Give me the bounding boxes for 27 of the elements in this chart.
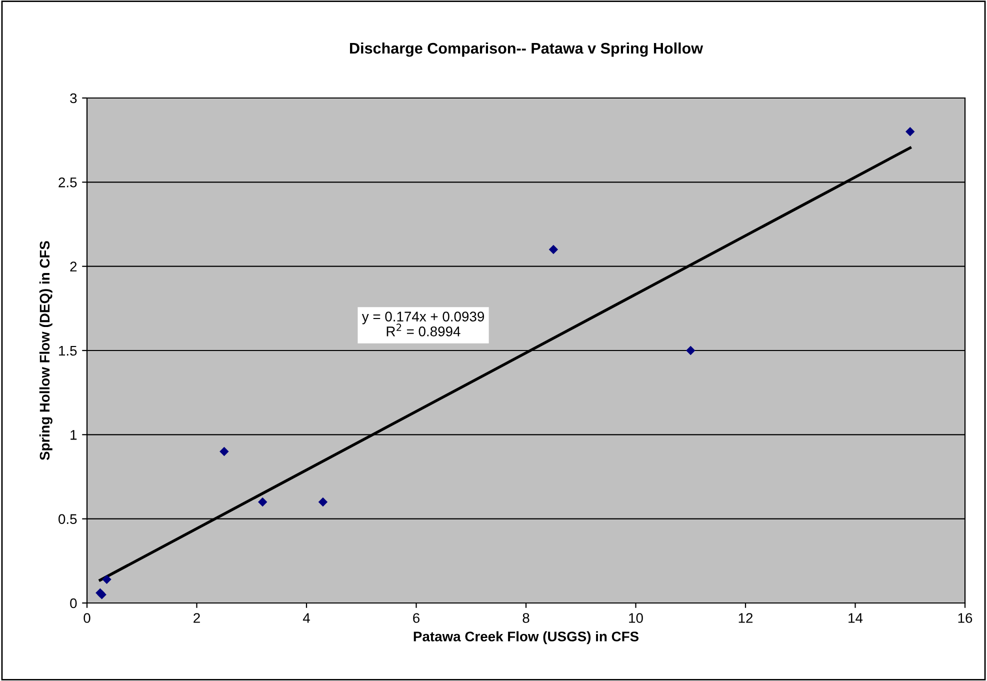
x-tick-label: 4 [302,613,310,623]
x-tick-label: 12 [738,613,753,623]
y-tick-label: 0 [70,598,77,608]
x-tick-label: 16 [958,613,972,623]
y-tick-label: 0.5 [58,514,77,524]
y-tick-label: 2 [70,262,77,272]
point [318,497,328,507]
x-tick-label: 8 [522,613,530,623]
point [258,497,268,507]
point [548,244,558,254]
x-tick-label: 2 [194,613,200,623]
x-tick-label: 6 [413,613,420,623]
y-tick-label: 1.5 [59,346,77,356]
y-tick-label: 3 [70,93,77,104]
x-tick-label: 0 [84,613,90,623]
y-tick-label: 2.5 [58,178,77,188]
point [220,446,229,456]
y-axis-title: Spring Hollow Flow (DEQ) in CFS [39,241,52,460]
x-axis-title: Patawa Creek Flow (USGS) in CFS [414,631,639,644]
chart-title: Discharge Comparison-- Patawa v Spring Hollow [350,42,704,57]
annotation: y = 0.174x + 0.0939 R$^{2}$ = 0.8994 [362,312,484,336]
point [906,127,915,136]
y-tick-label: 1 [70,430,77,440]
x-tick-label: 10 [629,613,643,623]
point [686,346,696,356]
x-tick-label: 14 [848,613,863,623]
point [102,574,112,584]
